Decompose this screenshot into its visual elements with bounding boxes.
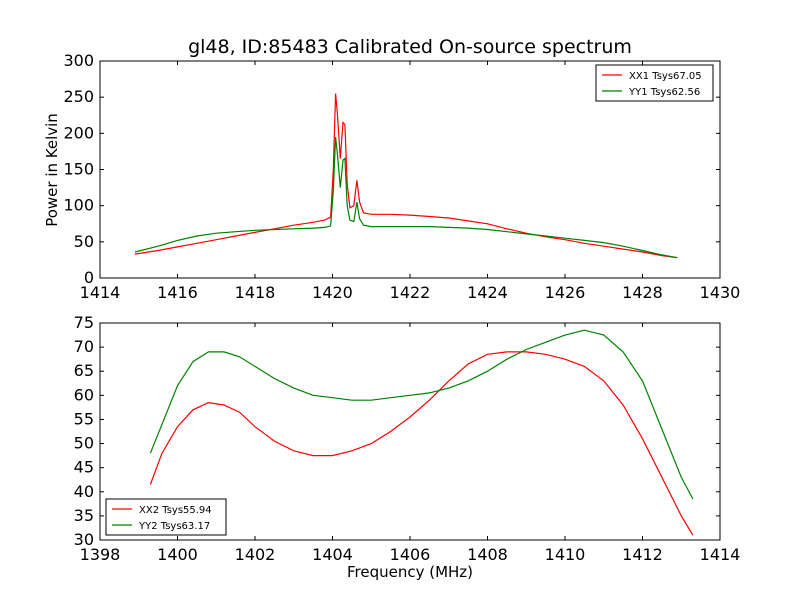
- legend-label: YY2 Tsys63.17: [138, 521, 210, 532]
- y-tick-label: 30: [74, 530, 94, 549]
- x-axis-label: Frequency (MHz): [347, 563, 473, 581]
- x-tick-label: 1416: [157, 283, 198, 302]
- series-line-1: [149, 351, 694, 536]
- legend-box: [595, 64, 714, 102]
- x-tick-label: 1404: [312, 545, 353, 564]
- y-tick-label: 70: [74, 337, 94, 356]
- x-tick-label: 1410: [545, 545, 586, 564]
- x-tick-label: 1414: [80, 283, 121, 302]
- legend: XX2 Tsys55.94 YY2 Tsys63.17: [105, 498, 227, 536]
- y-tick-label: 100: [63, 196, 94, 215]
- y-tick-label: 65: [74, 361, 94, 380]
- y-tick-label: 150: [63, 160, 94, 179]
- x-tick-label: 1424: [467, 283, 508, 302]
- chart-title: gl48, ID:85483 Calibrated On-source spec…: [188, 36, 632, 58]
- y-tick-label: 250: [63, 87, 94, 106]
- x-tick-label: 1402: [235, 545, 276, 564]
- y-tick-label: 40: [74, 482, 94, 501]
- y-tick-label: 50: [74, 232, 94, 251]
- x-tick-label: 1422: [390, 283, 431, 302]
- x-tick-label: 1398: [80, 545, 121, 564]
- x-tick-label: 1418: [235, 283, 276, 302]
- y-tick-label: 75: [74, 313, 94, 332]
- legend-label: YY1 Tsys62.56: [628, 87, 700, 98]
- y-tick-label: 0: [84, 268, 94, 287]
- legend: XX1 Tsys67.05 YY1 Tsys62.56: [595, 64, 714, 102]
- x-tick-label: 1408: [467, 545, 508, 564]
- legend-box: [105, 498, 227, 536]
- top-panel: 1414 1416 1418 1420 1422 1424 1426 1428 1430 0 50 1…: [63, 51, 740, 302]
- series-line-2: [149, 329, 694, 500]
- x-tick-label: 1426: [545, 283, 586, 302]
- legend-label: XX2 Tsys55.94: [139, 505, 212, 516]
- y-tick-label: 300: [63, 51, 94, 70]
- x-tick-label: 1428: [622, 283, 663, 302]
- bottom-panel: 1398 1400 1402 1404 1406 1408 1410 1412 1414 30 35…: [74, 313, 741, 564]
- y-tick-label: 45: [74, 458, 94, 477]
- y-tick-label: 50: [74, 434, 94, 453]
- y-tick-label: 60: [74, 385, 94, 404]
- y-tick-label: 200: [63, 123, 94, 142]
- legend-label: XX1 Tsys67.05: [629, 71, 702, 82]
- x-tick-label: 1430: [700, 283, 741, 302]
- y-tick-label: 55: [74, 409, 94, 428]
- x-tick-label: 1412: [622, 545, 663, 564]
- series-line-2: [134, 136, 678, 259]
- x-tick-label: 1420: [312, 283, 353, 302]
- y-tick-label: 35: [74, 506, 94, 525]
- x-tick-label: 1406: [390, 545, 431, 564]
- y-axis-label: Power in Kelvin: [43, 113, 61, 227]
- x-tick-label: 1400: [157, 545, 198, 564]
- x-tick-label: 1414: [700, 545, 741, 564]
